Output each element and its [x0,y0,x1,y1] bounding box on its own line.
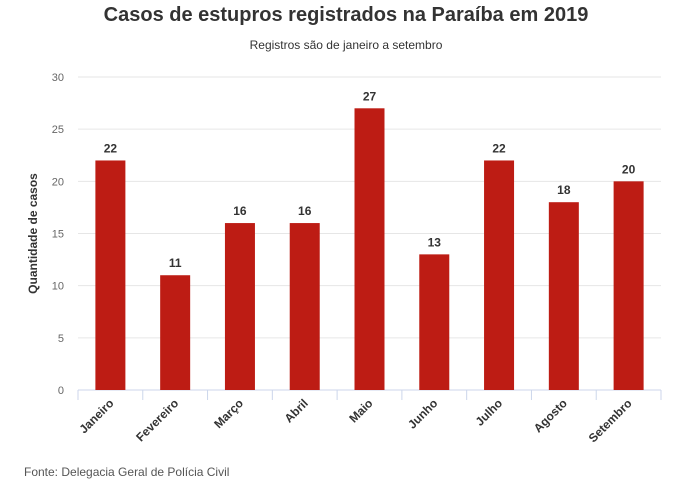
y-tick-label: 15 [52,229,64,241]
y-tick-label: 0 [58,385,64,397]
y-axis-label: Quantidade de casos [26,173,40,294]
y-tick-label: 10 [52,281,64,293]
x-tick-label: Julho [473,396,506,429]
data-label: 22 [492,141,506,155]
source-note: Fonte: Delegacia Geral de Polícia Civil [24,465,230,479]
bar-agosto [548,202,579,390]
data-label: 16 [233,204,247,218]
x-tick-label: Agosto [531,396,570,435]
y-tick-label: 30 [52,72,64,84]
bar-junho [419,254,450,390]
x-tick-label: Janeiro [76,396,116,436]
bar-março [224,223,255,390]
y-tick-label: 5 [58,333,64,345]
data-label: 27 [363,89,377,103]
x-tick-label: Maio [346,396,375,425]
bar-abril [289,223,320,390]
x-tick-label: Junho [405,396,440,431]
y-tick-label: 20 [52,176,64,188]
x-tick-label: Março [211,396,246,431]
bar-janeiro [95,160,126,390]
bar-fevereiro [160,275,191,390]
x-tick-label: Abril [282,396,311,425]
chart-title: Casos de estupros registrados na Paraíba… [103,4,589,26]
chart-subtitle: Registros são de janeiro a setembro [249,38,443,52]
bar-julho [484,160,515,390]
data-label: 20 [622,162,636,176]
bar-maio [354,108,385,391]
bar-setembro [613,181,644,390]
x-tick-label: Setembro [586,396,635,445]
y-tick-label: 25 [52,124,64,136]
data-label: 13 [428,235,442,249]
x-tick-label: Fevereiro [133,396,181,444]
data-label: 18 [557,183,571,197]
data-label: 16 [298,204,312,218]
data-label: 11 [169,256,182,270]
data-label: 22 [104,141,118,155]
